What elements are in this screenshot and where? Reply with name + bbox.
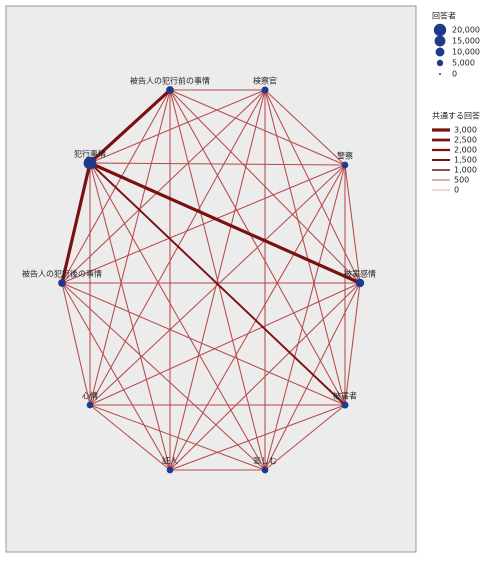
edge xyxy=(89,162,346,166)
node xyxy=(341,401,349,409)
edge xyxy=(89,162,266,471)
edge xyxy=(88,88,172,165)
node-label: 被害感情 xyxy=(344,269,376,279)
edge xyxy=(89,89,266,164)
node xyxy=(166,86,174,94)
node-label: 心情 xyxy=(82,391,98,401)
edge xyxy=(264,89,361,284)
edge xyxy=(61,282,91,406)
edge-legend-label: 0 xyxy=(454,186,459,195)
size-legend-label: 15,000 xyxy=(452,37,480,46)
size-legend-label: 5,000 xyxy=(452,59,475,68)
edge xyxy=(61,89,266,284)
edge xyxy=(169,89,266,471)
edge xyxy=(60,162,92,284)
edge xyxy=(89,89,266,406)
node xyxy=(355,278,365,288)
edge-legend-label: 2,500 xyxy=(454,136,477,145)
edge xyxy=(89,162,346,406)
node xyxy=(341,161,349,169)
edge xyxy=(89,161,361,285)
edge xyxy=(89,282,361,406)
edge-legend-title: 共通する回答 xyxy=(432,111,480,121)
size-legend-label: 0 xyxy=(452,70,457,79)
edge-legend-label: 1,500 xyxy=(454,156,477,165)
node-label: 証人 xyxy=(162,456,178,466)
size-legend-marker xyxy=(439,73,441,75)
node xyxy=(261,466,269,474)
edge xyxy=(89,89,171,406)
edge-legend-label: 1,000 xyxy=(454,166,477,175)
edge-legend-label: 2,000 xyxy=(454,146,477,155)
edge xyxy=(344,164,361,284)
edge xyxy=(89,162,171,471)
node-label: 犯行事情 xyxy=(74,149,106,159)
edge xyxy=(61,282,346,406)
edge xyxy=(264,89,346,406)
node-label: 悲しむ xyxy=(253,456,277,466)
edge xyxy=(344,282,361,406)
node-label: 検察官 xyxy=(253,76,277,86)
edge xyxy=(169,164,346,471)
size-legend-marker xyxy=(434,35,446,47)
edge xyxy=(264,89,346,166)
size-legend-label: 20,000 xyxy=(452,26,480,35)
node xyxy=(261,86,269,94)
edge xyxy=(264,164,346,471)
edge-legend-label: 500 xyxy=(454,176,469,185)
edge xyxy=(169,89,346,166)
size-legend-label: 10,000 xyxy=(452,48,480,57)
node-label: 被告人の犯行後の事情 xyxy=(22,269,102,279)
size-legend-marker xyxy=(436,59,444,67)
edge xyxy=(89,404,171,471)
edge xyxy=(89,404,266,471)
node xyxy=(83,156,97,170)
edge xyxy=(61,282,266,471)
size-legend-title: 回答者 xyxy=(432,11,456,21)
node-label: 被害者 xyxy=(333,391,357,401)
size-legend-marker xyxy=(435,47,445,57)
edge xyxy=(169,404,346,471)
size-legend-marker xyxy=(433,23,447,37)
edge xyxy=(169,282,361,471)
node xyxy=(166,466,174,474)
edge-legend-label: 3,000 xyxy=(454,126,477,135)
node-label: 警察 xyxy=(337,151,353,161)
node-label: 被告人の犯行前の事情 xyxy=(130,76,210,86)
edge xyxy=(264,282,361,471)
edge xyxy=(264,404,346,471)
node xyxy=(86,401,94,409)
edge xyxy=(61,282,171,471)
node xyxy=(58,279,66,287)
edge xyxy=(61,164,346,284)
